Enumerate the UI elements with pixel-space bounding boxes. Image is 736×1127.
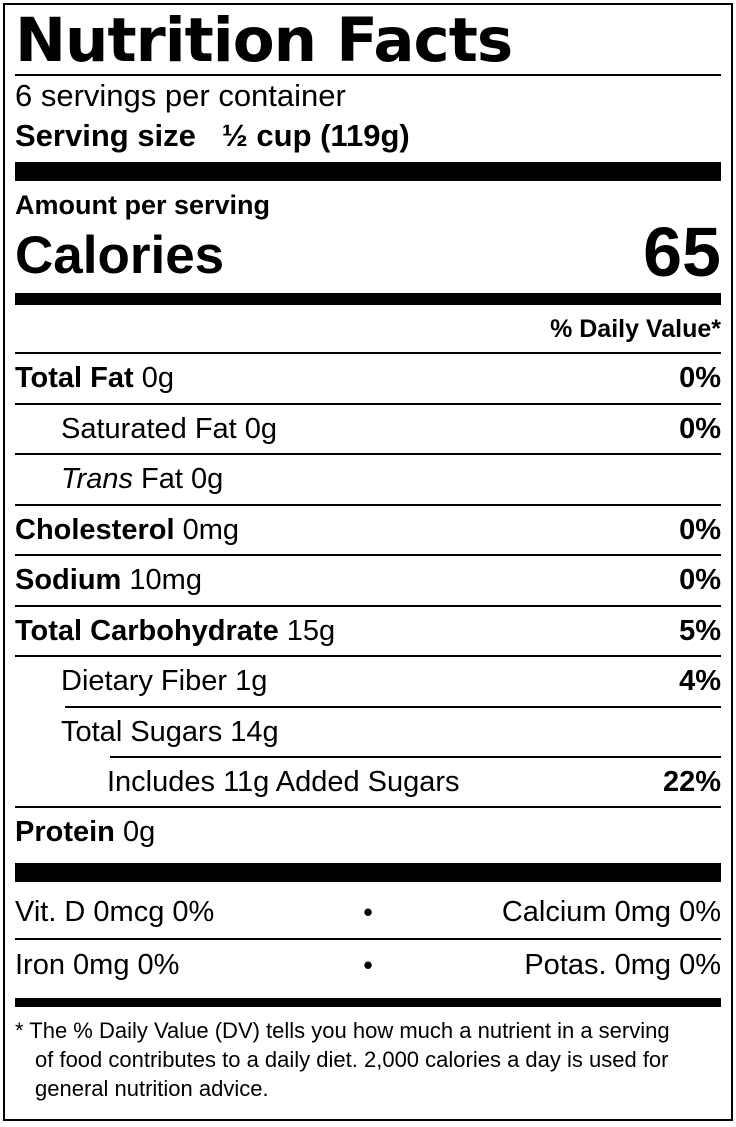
nutrient-dv: 0%: [679, 412, 721, 445]
nutrient-dv: 0%: [679, 513, 721, 546]
nutrient-label: Sodium 10mg: [15, 564, 202, 596]
divider: [110, 755, 721, 758]
nutrient-amount: 0g: [122, 816, 156, 849]
divider: [15, 554, 721, 557]
nutrient-name: Saturated Fat: [61, 412, 237, 445]
nutrient-row-saturated-fat: Saturated Fat 0g 0%: [15, 405, 721, 453]
micronutrient-row-2: Iron 0mg 0% • Potas. 0mg 0%: [15, 940, 721, 991]
servings-per-container: 6 servings per container: [15, 78, 346, 114]
nutrient-name: Cholesterol: [15, 513, 175, 546]
micronutrient-potassium: Potas. 0mg 0%: [524, 948, 721, 981]
micronutrient-iron: Iron 0mg 0%: [15, 948, 180, 981]
section-bar: [15, 862, 721, 882]
nutrient-dv: 22%: [662, 765, 721, 798]
micronutrient-calcium: Calcium 0mg 0%: [501, 895, 721, 928]
daily-value-footnote: * The % Daily Value (DV) tells you how m…: [15, 1017, 670, 1102]
daily-value-header: % Daily Value*: [550, 315, 721, 344]
nutrient-name: Total Carbohydrate: [15, 614, 279, 647]
divider: [15, 806, 721, 809]
divider: [15, 402, 721, 405]
divider: [15, 937, 721, 940]
bullet-separator: •: [363, 949, 373, 980]
nutrient-name: Protein: [15, 816, 115, 849]
nutrient-amount: 0g: [244, 412, 278, 445]
nutrient-row-cholesterol: Cholesterol 0mg 0%: [15, 506, 721, 554]
nutrient-amount: 10mg: [129, 564, 202, 597]
calories-value: 65: [643, 212, 721, 291]
amount-per-serving: Amount per serving: [15, 189, 271, 220]
serving-size-label: Serving size: [15, 117, 196, 153]
nutrient-label: Saturated Fat 0g: [61, 413, 277, 445]
nutrient-row-added-sugars: Includes 11g Added Sugars 22%: [15, 758, 721, 806]
nutrient-row-trans-fat: Trans Fat 0g: [15, 455, 721, 503]
nutrient-label: Total Fat 0g: [15, 362, 174, 394]
serving-size-row: Serving size ½ cup (119g): [15, 116, 721, 156]
nutrient-row-sodium: Sodium 10mg 0%: [15, 556, 721, 604]
serving-size-value: ½ cup (119g): [221, 117, 410, 153]
bullet-separator: •: [363, 896, 373, 927]
divider: [15, 655, 721, 658]
nutrient-dv: 4%: [679, 665, 721, 698]
nutrient-row-protein: Protein 0g: [15, 808, 721, 856]
nutrient-name: Dietary Fiber: [61, 665, 227, 698]
divider: [15, 503, 721, 506]
nutrient-label: Cholesterol 0mg: [15, 514, 239, 546]
divider: [65, 705, 721, 708]
nutrient-amount: 0g: [141, 362, 175, 395]
nutrient-dv: 0%: [679, 564, 721, 597]
nutrient-dv: 5%: [679, 614, 721, 647]
nutrient-label: Protein 0g: [15, 816, 155, 848]
nutrient-dv: 0%: [679, 362, 721, 395]
nutrient-name-italic: Trans: [61, 463, 133, 496]
nutrient-amount: 15g: [286, 614, 336, 647]
section-bar: [15, 997, 721, 1007]
calories-row: Calories 65: [15, 212, 721, 291]
nutrient-label: Total Sugars 14g: [61, 716, 279, 748]
nutrient-label: Includes 11g Added Sugars: [107, 766, 460, 798]
section-bar: [15, 161, 721, 181]
nutrient-name: Includes 11g Added Sugars: [107, 765, 460, 798]
nutrient-amount: 0g: [191, 463, 224, 496]
divider: [15, 352, 721, 355]
label-title: Nutrition Facts: [15, 5, 513, 76]
nutrient-name: Total Fat: [15, 362, 134, 395]
nutrition-facts-label: Nutrition Facts 6 servings per container…: [3, 3, 733, 1121]
section-bar: [15, 293, 721, 306]
nutrient-name: Total Sugars: [61, 715, 223, 748]
nutrient-amount: 0mg: [182, 513, 240, 546]
nutrient-name: Sodium: [15, 564, 122, 597]
micronutrient-vitamin-d: Vit. D 0mcg 0%: [15, 895, 215, 928]
nutrient-label: Trans Fat 0g: [61, 463, 223, 495]
micronutrient-row-1: Vit. D 0mcg 0% • Calcium 0mg 0%: [15, 887, 721, 938]
divider: [15, 453, 721, 456]
nutrient-row-total-fat: Total Fat 0g 0%: [15, 354, 721, 402]
nutrient-amount: 1g: [235, 665, 268, 698]
nutrient-row-total-carbohydrate: Total Carbohydrate 15g 5%: [15, 607, 721, 655]
nutrient-row-total-sugars: Total Sugars 14g: [15, 708, 721, 756]
nutrient-amount: 14g: [230, 715, 279, 748]
nutrient-label: Total Carbohydrate 15g: [15, 615, 335, 647]
nutrient-row-dietary-fiber: Dietary Fiber 1g 4%: [15, 657, 721, 705]
divider: [15, 604, 721, 607]
nutrient-name: Fat: [141, 463, 183, 496]
nutrient-label: Dietary Fiber 1g: [61, 665, 267, 697]
calories-label: Calories: [15, 226, 225, 286]
divider: [15, 74, 721, 77]
